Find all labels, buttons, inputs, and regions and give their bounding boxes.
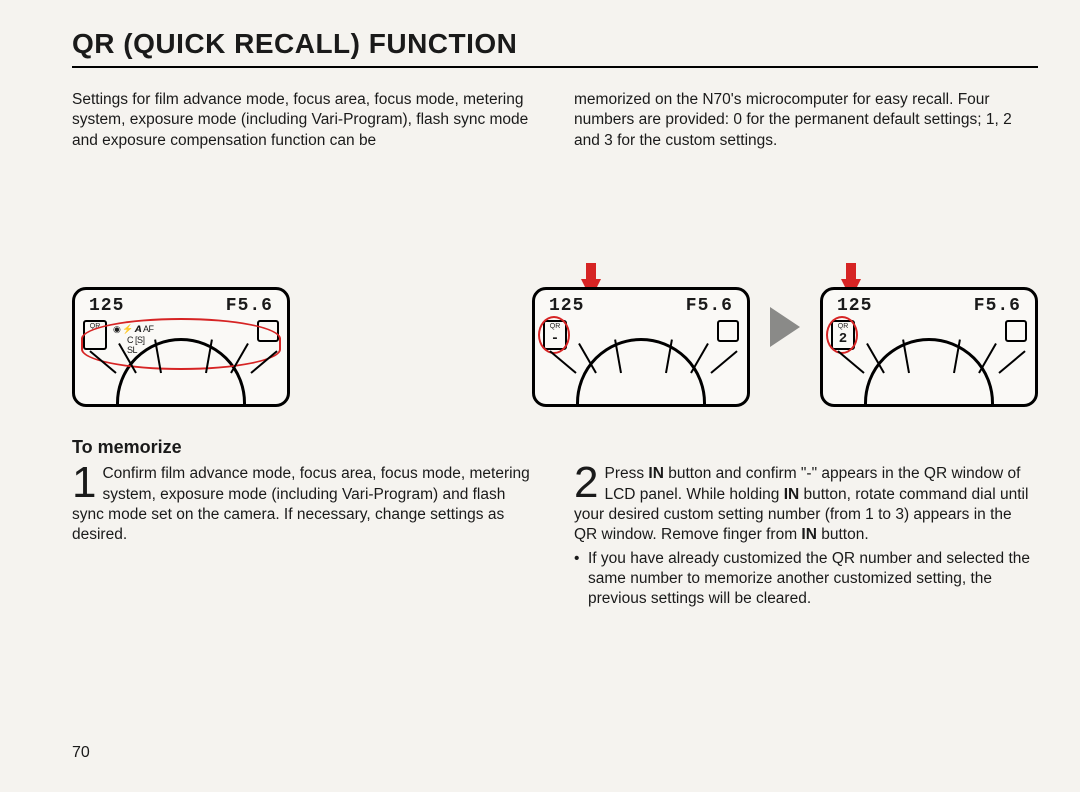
intro-paragraph: Settings for film advance mode, focus ar… (72, 90, 1038, 151)
step-2-text: Press IN button and confirm "-" appears … (574, 465, 1028, 542)
lcd3-aperture: F5.6 (974, 296, 1021, 316)
lcd1-shutter: 125 (89, 296, 124, 316)
lcd2-aperture: F5.6 (686, 296, 733, 316)
lcd-panel-3: 125 F5.6 QR 2 (820, 287, 1038, 407)
lcd2-shutter: 125 (549, 296, 584, 316)
lcd-panel-1: 125 F5.6 QR ◉ ⚡ 𝘼 AF C [S] SL (72, 287, 290, 407)
step-1-number: 1 (72, 464, 96, 501)
step-1: 1 Confirm film advance mode, focus area,… (72, 464, 536, 609)
step-1-text: Confirm film advance mode, focus area, f… (72, 465, 530, 542)
lcd3-shutter: 125 (837, 296, 872, 316)
subtitle-to-memorize: To memorize (72, 437, 1038, 458)
page-number: 70 (72, 744, 90, 762)
steps-row: 1 Confirm film advance mode, focus area,… (72, 464, 1038, 609)
diagram-step2: IN IN + 125 F5.6 QR (532, 287, 1038, 407)
title-rule (72, 66, 1038, 68)
lcd1-aperture: F5.6 (226, 296, 273, 316)
step-2: 2 Press IN button and confirm "-" appear… (574, 464, 1038, 609)
page-title: QR (QUICK RECALL) FUNCTION (72, 28, 1038, 60)
diagrams-row: 125 F5.6 QR ◉ ⚡ 𝘼 AF C [S] SL (72, 177, 1038, 407)
diagram-step1: 125 F5.6 QR ◉ ⚡ 𝘼 AF C [S] SL (72, 287, 502, 407)
intro-right: memorized on the N70's microcomputer for… (574, 90, 1038, 151)
transition-arrow-icon (770, 307, 800, 347)
intro-left: Settings for film advance mode, focus ar… (72, 90, 536, 151)
step-2-bullet: If you have already customized the QR nu… (574, 549, 1038, 609)
lcd-panel-2: 125 F5.6 QR - (532, 287, 750, 407)
step-2-number: 2 (574, 464, 598, 501)
